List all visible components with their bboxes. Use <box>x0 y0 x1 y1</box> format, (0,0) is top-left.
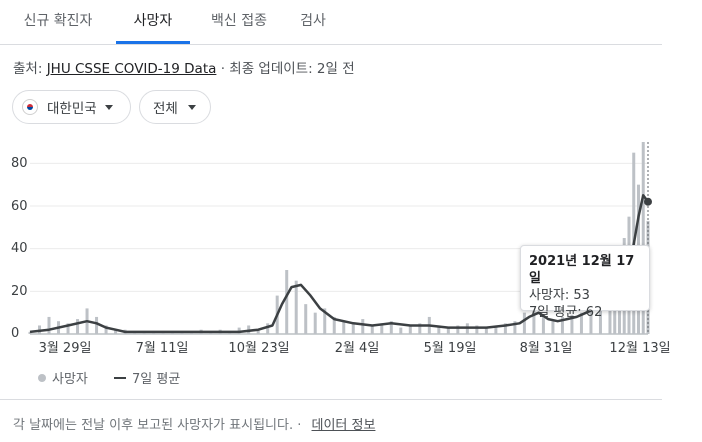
footer-note: 각 날짜에는 전날 이후 보고된 사망자가 표시됩니다. <box>13 418 294 433</box>
footer-separator: · <box>297 418 302 433</box>
tab-vaccinations[interactable]: 백신 접종 <box>211 13 267 29</box>
tooltip-deaths: 사망자: 53 <box>529 288 590 303</box>
chart-bar <box>361 319 365 334</box>
tooltip-average: 7일 평균: 62 <box>529 305 603 320</box>
chart-bar <box>389 321 393 334</box>
chart-bar <box>484 327 488 334</box>
country-label: 대한민국 <box>47 101 97 117</box>
chart-bar <box>503 323 507 334</box>
chart-bar <box>294 280 298 334</box>
x-tick-label: 8월 31일 <box>519 341 573 356</box>
x-tick-label: 3월 29일 <box>38 341 92 356</box>
chart-bar <box>532 304 536 334</box>
chevron-down-icon <box>187 104 196 110</box>
chart-bar <box>380 323 384 334</box>
chart-bar <box>560 316 564 334</box>
chart-bar <box>579 312 583 334</box>
hover-point <box>644 197 652 206</box>
y-tick-label: 60 <box>11 199 28 214</box>
chart-bar <box>313 312 317 334</box>
chart-bar <box>456 325 460 334</box>
chart-bar <box>589 308 593 334</box>
source-line: 출처: JHU CSSE COVID-19 Data · 최종 업데이트: 2일… <box>13 57 355 77</box>
chart-bar <box>95 316 99 334</box>
tab-new-cases[interactable]: 신규 확진자 <box>23 13 93 29</box>
chart-bar <box>641 142 645 334</box>
tooltip-date: 2021년 12월 17일 <box>529 254 635 286</box>
footer: 각 날짜에는 전날 이후 보고된 사망자가 표시됩니다. · 데이터 정보 <box>13 414 375 433</box>
chart-bar <box>66 323 70 334</box>
tab-tests[interactable]: 검사 <box>300 13 326 29</box>
line-legend-icon <box>114 376 126 379</box>
chart-bar <box>608 291 612 334</box>
chart-bar <box>370 325 374 334</box>
chart-bar <box>304 304 308 334</box>
chart-bar <box>342 321 346 334</box>
south-korea-flag-icon <box>22 99 38 115</box>
chart-bar <box>494 325 498 334</box>
chart-bar <box>598 304 602 334</box>
chart-bar <box>104 325 108 334</box>
chart-bar <box>351 323 355 334</box>
data-info-link[interactable]: 데이터 정보 <box>311 418 376 433</box>
chart-bar <box>541 316 545 334</box>
average-line <box>29 194 650 334</box>
y-tick-label: 40 <box>11 241 28 256</box>
x-tick-label: 12월 13일 <box>609 341 671 356</box>
tab-deaths[interactable]: 사망자 <box>116 0 190 44</box>
tab-bar: 신규 확진자 사망자 백신 접종 검사 <box>0 0 662 45</box>
chart-bar <box>266 323 270 334</box>
scope-dropdown[interactable]: 전체 <box>139 90 211 124</box>
chart-bar <box>256 329 260 334</box>
chart-bar <box>285 270 289 334</box>
source-prefix: 출처: <box>13 61 43 77</box>
chart-line <box>29 194 650 334</box>
chart-bar <box>114 329 118 334</box>
legend-deaths: 사망자 <box>38 368 88 387</box>
chart-bar <box>522 312 526 334</box>
x-tick-label: 5월 19일 <box>423 341 477 356</box>
chevron-down-icon <box>104 104 113 110</box>
chart-bar <box>418 323 422 334</box>
legend-average-label: 7일 평균 <box>132 372 181 387</box>
x-tick-label: 10월 23일 <box>228 341 290 356</box>
country-dropdown[interactable]: 대한민국 <box>12 90 131 124</box>
chart-bar <box>332 316 336 334</box>
last-updated: 최종 업데이트: 2일 전 <box>229 61 355 77</box>
y-tick-label: 20 <box>11 284 28 299</box>
chart-bar <box>76 319 80 334</box>
x-tick-label: 7월 11일 <box>135 341 189 356</box>
chart-tooltip: 2021년 12월 17일 사망자: 53 7일 평균: 62 <box>520 245 650 320</box>
chart-bar <box>399 327 403 334</box>
chart-bar <box>475 325 479 334</box>
chart-bar <box>513 321 517 334</box>
legend-average: 7일 평균 <box>114 368 180 387</box>
chart-bar <box>437 325 441 334</box>
y-tick-label: 80 <box>11 156 28 171</box>
x-tick-label: 2월 4일 <box>334 341 380 356</box>
chart-bar <box>570 314 574 334</box>
legend-deaths-label: 사망자 <box>52 372 88 387</box>
source-separator: · <box>220 61 225 77</box>
chart-bar <box>47 316 51 334</box>
chart-bar <box>323 308 327 334</box>
scope-label: 전체 <box>153 101 178 117</box>
chart-bar <box>446 327 450 334</box>
source-link[interactable]: JHU CSSE COVID-19 Data <box>46 61 217 77</box>
chart-bar <box>28 331 32 334</box>
bar-legend-icon <box>38 373 46 382</box>
chart-bar <box>551 321 555 334</box>
footer-divider <box>0 399 662 400</box>
y-tick-label: 0 <box>11 326 20 341</box>
chart-bar <box>408 325 412 334</box>
